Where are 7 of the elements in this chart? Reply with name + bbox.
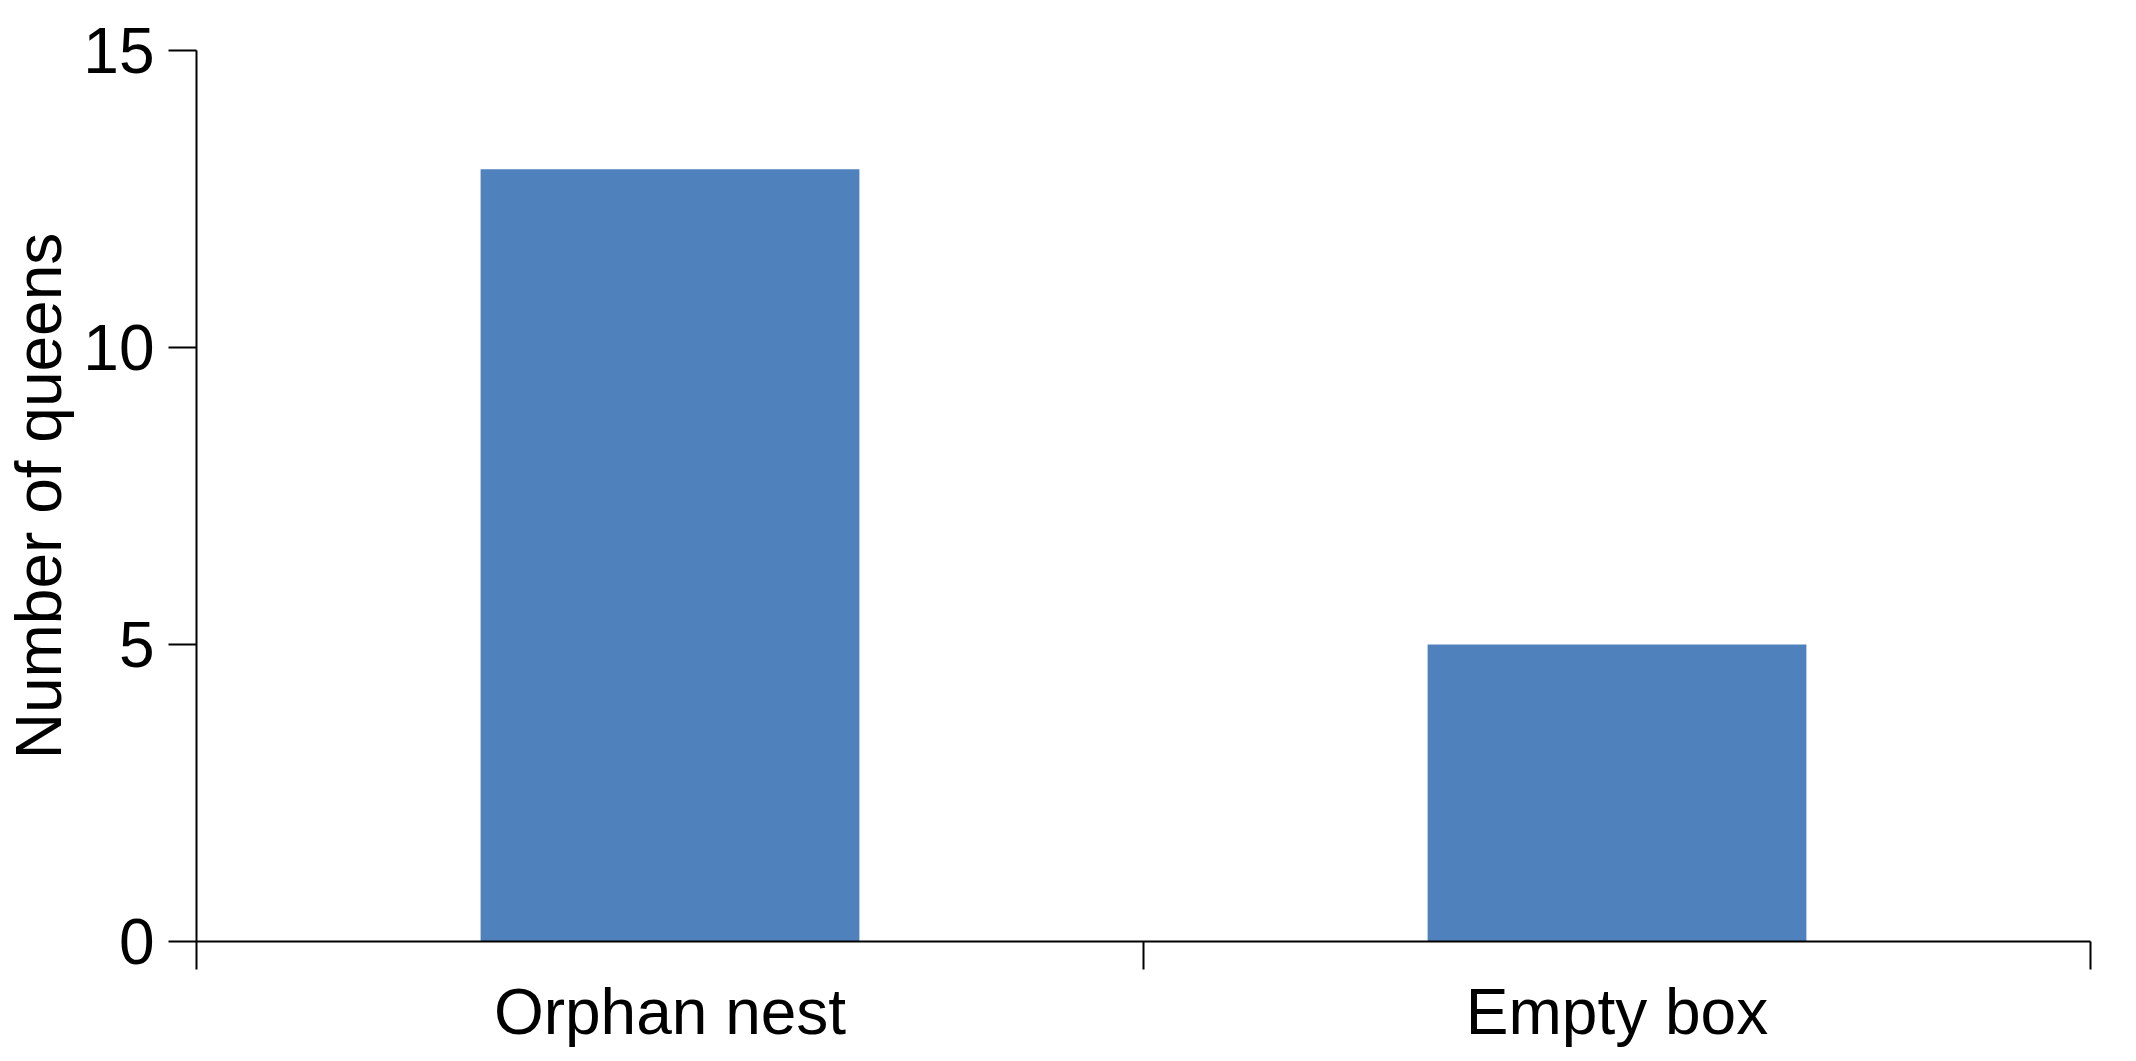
x-tick-label: Empty box: [1465, 975, 1769, 1048]
y-tick-label: 0: [118, 906, 155, 978]
y-tick-label: 5: [118, 609, 155, 681]
x-tick-label: Orphan nest: [493, 975, 847, 1048]
y-tick-label: 10: [83, 312, 155, 384]
y-tick-label: 15: [83, 15, 155, 87]
y-axis-title: Number of queens: [3, 232, 76, 760]
